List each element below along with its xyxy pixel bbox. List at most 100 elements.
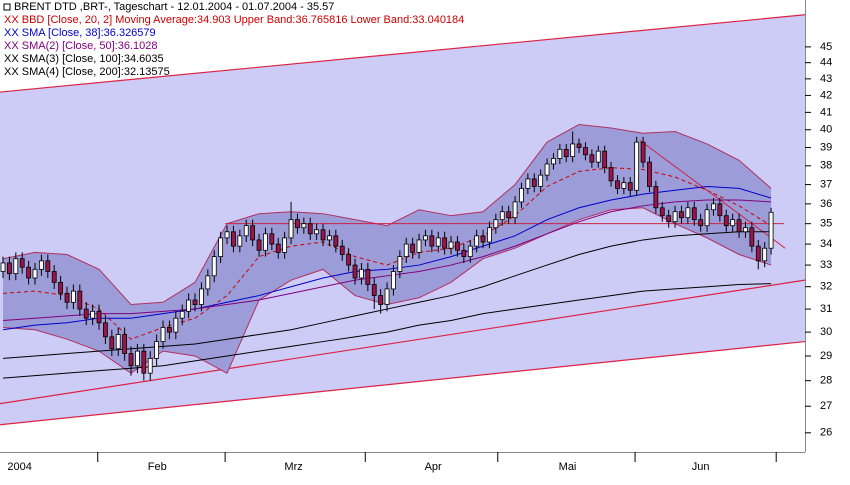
candle-body: [429, 235, 435, 247]
candle-body: [525, 178, 531, 189]
candle-body: [448, 241, 454, 249]
y-tick-label: 42: [820, 89, 832, 101]
candle-body: [160, 327, 166, 342]
candle-body: [461, 249, 467, 257]
y-tick-label: 33: [820, 259, 832, 271]
candle-body: [672, 211, 678, 223]
candle-body: [333, 235, 339, 247]
candle-body: [327, 235, 332, 241]
candle-body: [122, 334, 128, 354]
candle-body: [224, 231, 230, 239]
candle-body: [13, 258, 19, 275]
candle-body: [487, 227, 492, 243]
candle-body: [256, 239, 262, 251]
candle-body: [263, 233, 268, 251]
candle-body: [391, 271, 396, 290]
candle-body: [416, 239, 422, 253]
candle-body: [679, 211, 684, 219]
candle-body: [563, 148, 569, 158]
candle-body: [480, 235, 486, 243]
x-tick-label: Mrz: [284, 461, 302, 473]
y-tick-label: 44: [820, 57, 832, 69]
candle-body: [288, 219, 294, 239]
candle-body: [698, 219, 704, 227]
y-tick-label: 36: [820, 198, 832, 210]
candle-body: [365, 268, 371, 285]
candle-body: [583, 147, 588, 156]
candle-body: [749, 227, 755, 247]
trendline: [639, 139, 786, 249]
y-tick-label: 43: [820, 73, 832, 85]
candle-body: [659, 207, 665, 217]
candle-body: [135, 350, 140, 367]
candle-body: [423, 235, 428, 241]
candle-body: [691, 207, 697, 221]
candle-body: [723, 215, 729, 227]
y-tick-label: 45: [820, 41, 832, 53]
candle-body: [45, 260, 51, 272]
chart-title: BRENT DTD ,BRT-, Tageschart - 12.01.2004…: [14, 1, 334, 13]
y-tick-label: 30: [820, 326, 832, 338]
x-tick-label: Jun: [692, 461, 710, 473]
candle-body: [71, 290, 76, 303]
candle-body: [371, 284, 377, 296]
candle-body: [167, 327, 172, 333]
candle-body: [96, 310, 102, 324]
candle-body: [58, 281, 64, 294]
candle-body: [455, 241, 460, 251]
candle-body: [762, 247, 768, 262]
candle-body: [595, 150, 601, 163]
x-tick-label: Feb: [148, 461, 167, 473]
candle-body: [647, 161, 652, 187]
candle-body: [0, 262, 6, 272]
candle-body: [128, 353, 134, 367]
candle-body: [51, 271, 57, 283]
candle-body: [26, 266, 32, 279]
candle-body: [640, 141, 646, 163]
candle-body: [199, 288, 204, 305]
title-icon: [3, 3, 11, 11]
candle-body: [147, 358, 153, 374]
candle-body: [307, 223, 313, 235]
candle-body: [173, 317, 179, 333]
candle-body: [211, 256, 217, 277]
candle-body: [557, 148, 563, 159]
y-tick-label: 38: [820, 160, 832, 172]
candle-body: [403, 243, 409, 257]
candle-body: [397, 256, 403, 272]
candle-body: [512, 201, 518, 219]
candle-body: [634, 141, 640, 191]
y-tick-label: 26: [820, 427, 832, 439]
y-tick-label: 40: [820, 124, 832, 136]
x-tick-label: Apr: [425, 461, 442, 473]
band-middle: [2, 167, 772, 340]
candle-body: [570, 143, 576, 158]
candle-body: [77, 290, 83, 310]
candle-body: [711, 203, 716, 211]
candle-body: [359, 268, 364, 279]
candle-body: [282, 237, 288, 253]
candle-body: [538, 174, 544, 187]
candle-body: [685, 207, 691, 219]
candle-body: [608, 167, 614, 182]
band-upper: [2, 123, 772, 306]
channel-line: [0, 14, 805, 93]
candle-body: [243, 225, 249, 237]
candle-body: [314, 229, 320, 235]
candle-body: [115, 334, 121, 350]
axis-strip: [0, 452, 805, 480]
y-tick-label: 32: [820, 281, 832, 293]
candle-body: [90, 310, 96, 319]
candle-body: [627, 182, 633, 191]
legend-entry: XX SMA(2) [Close, 50]:36.1028: [4, 40, 157, 52]
candle-body: [378, 295, 384, 305]
candle-body: [736, 219, 742, 233]
candle-body: [154, 341, 160, 359]
candle-body: [339, 245, 345, 255]
candle-body: [186, 299, 192, 312]
candle-body: [499, 211, 505, 221]
candle-body: [179, 310, 185, 319]
candle-body: [7, 262, 12, 275]
candle-body: [615, 180, 620, 189]
